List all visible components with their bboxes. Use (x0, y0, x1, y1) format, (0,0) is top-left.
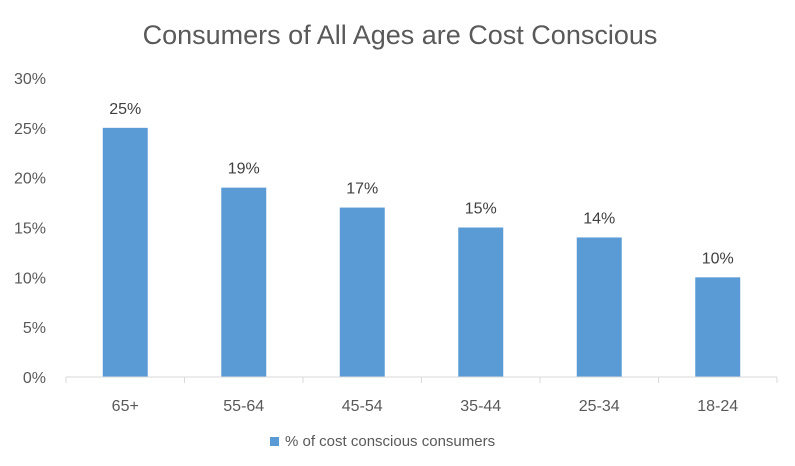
x-tick-label: 25-34 (579, 398, 620, 415)
chart-title: Consumers of All Ages are Cost Conscious (143, 20, 658, 50)
legend-label: % of cost conscious consumers (285, 433, 495, 450)
data-label: 19% (228, 161, 260, 178)
bar (576, 237, 622, 377)
y-tick-label: 25% (14, 121, 46, 138)
x-axis-tick-marks (65, 377, 778, 383)
legend: % of cost conscious consumers (270, 433, 495, 450)
x-axis-tick-labels: 65+ 55-64 45-54 35-44 25-34 18-24 (112, 398, 739, 415)
x-tick-label: 65+ (112, 398, 139, 415)
y-tick-label: 20% (14, 171, 46, 188)
data-label: 15% (465, 201, 497, 218)
y-axis-tick-labels: 0% 5% 10% 15% 20% 25% 30% (14, 71, 46, 387)
data-label: 14% (583, 210, 615, 227)
data-label: 17% (346, 181, 378, 198)
y-tick-label: 5% (23, 320, 46, 337)
y-tick-label: 30% (14, 71, 46, 88)
x-tick-label: 35-44 (460, 398, 501, 415)
data-label: 10% (702, 250, 734, 267)
bar (458, 227, 504, 377)
bar (695, 277, 741, 377)
y-tick-label: 10% (14, 270, 46, 287)
legend-swatch (270, 437, 279, 446)
x-tick-label: 18-24 (697, 398, 738, 415)
bars-group (102, 127, 741, 377)
y-tick-label: 15% (14, 221, 46, 238)
x-tick-label: 55-64 (223, 398, 264, 415)
x-tick-label: 45-54 (342, 398, 383, 415)
data-labels-group: 25% 19% 17% 15% 14% 10% (109, 101, 734, 268)
bar (221, 187, 267, 377)
data-label: 25% (109, 101, 141, 118)
bar (339, 207, 385, 377)
bar (102, 127, 148, 377)
y-tick-label: 0% (23, 370, 46, 387)
